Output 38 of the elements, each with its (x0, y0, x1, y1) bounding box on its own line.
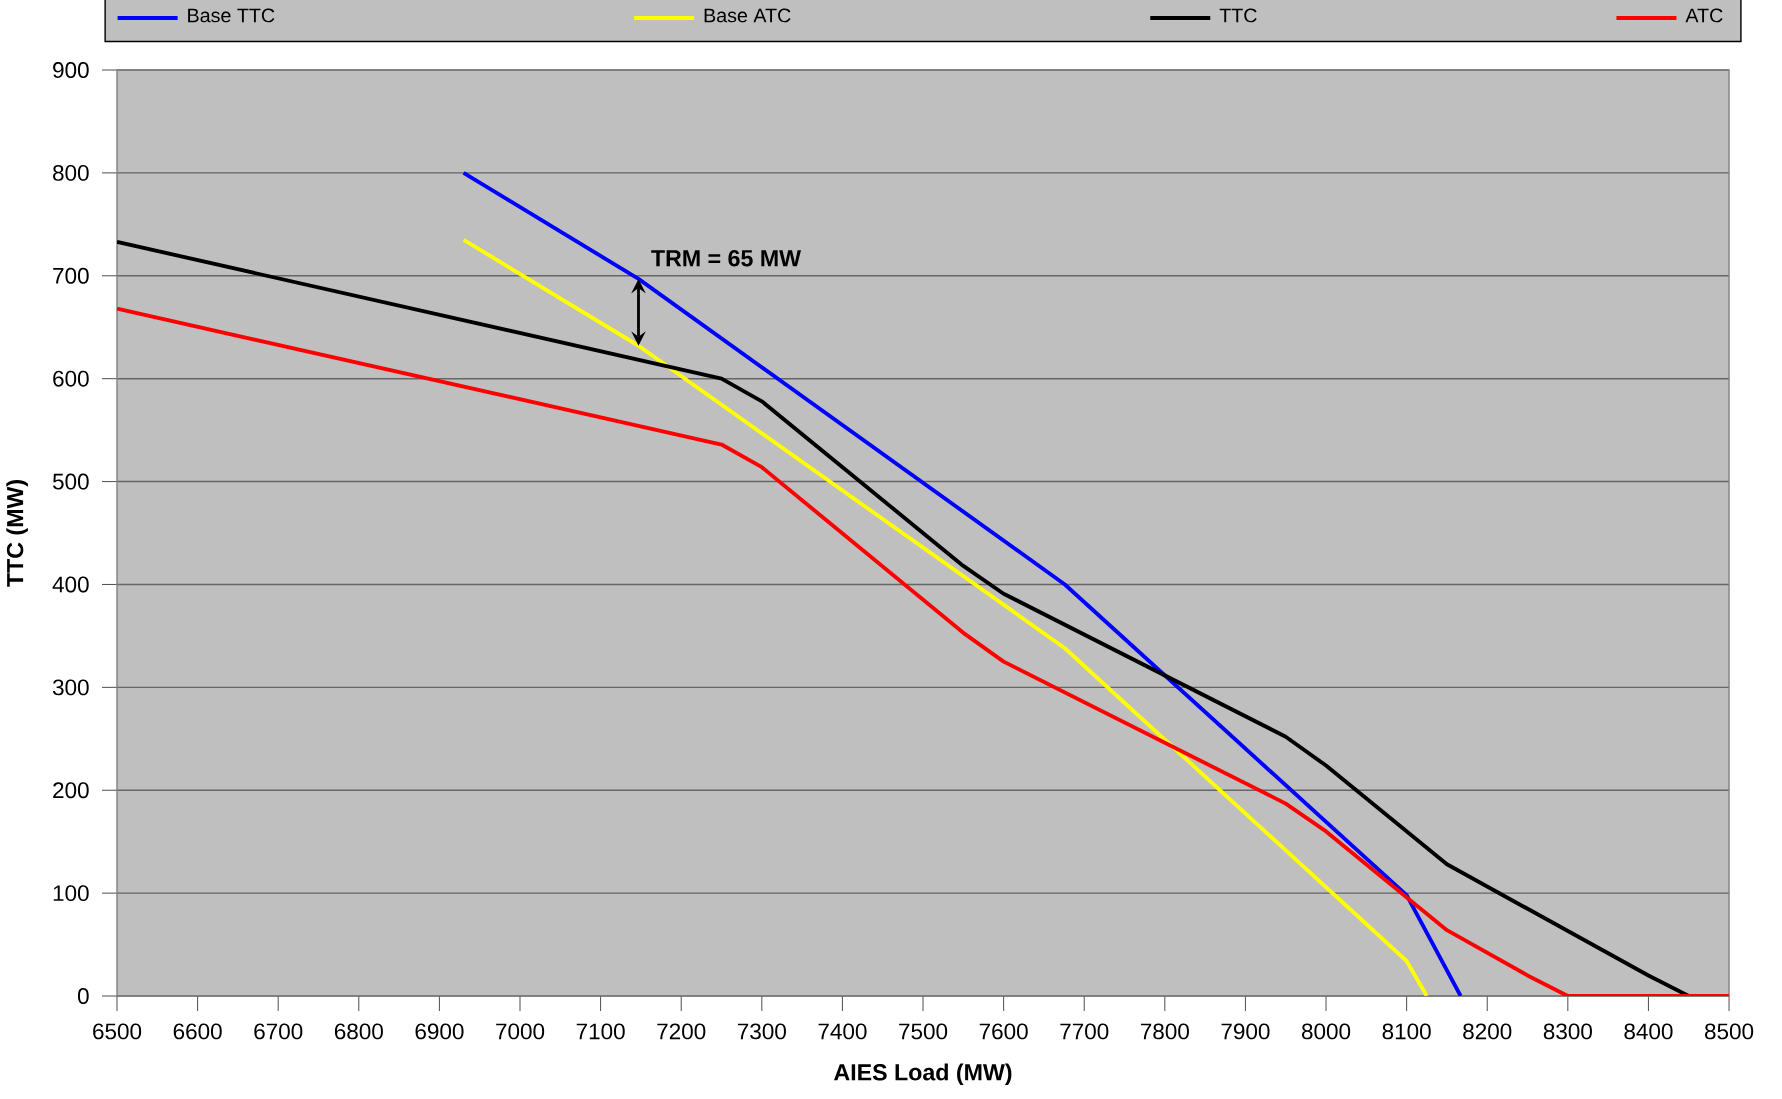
y-tick-label: 900 (53, 62, 89, 78)
x-tick-label: 6600 (173, 1023, 222, 1040)
x-axis-title: AIES Load (MW) (834, 1063, 1012, 1086)
y-axis-title: TTC (MW) (6, 480, 28, 587)
x-tick-label: 7500 (899, 1023, 948, 1040)
y-tick-label: 400 (52, 576, 89, 593)
y-tick-label: 600 (53, 370, 89, 387)
x-tick-label: 8400 (1624, 1023, 1673, 1040)
y-tick-label: 700 (53, 267, 89, 284)
x-tick-label: 8000 (1302, 1023, 1351, 1040)
x-tick-label: 6800 (334, 1023, 383, 1040)
x-tick-label: 6500 (93, 1023, 142, 1040)
y-tick-label: 500 (52, 473, 89, 490)
x-tick-label: 6900 (415, 1023, 464, 1040)
legend-label: Base TTC (188, 8, 275, 23)
x-tick-label: 8500 (1705, 1023, 1754, 1040)
x-tick-label: 7600 (979, 1023, 1028, 1040)
y-tick-label: 800 (53, 164, 89, 181)
x-tick-label: 7100 (576, 1023, 625, 1040)
x-tick-label: 7900 (1221, 1023, 1270, 1040)
x-tick-label: 7800 (1140, 1023, 1189, 1040)
x-tick-label: 7200 (657, 1023, 706, 1040)
legend-label: Base ATC (704, 8, 791, 23)
y-tick-label: 100 (53, 885, 89, 902)
x-tick-label: 8100 (1382, 1023, 1431, 1040)
annotation: TRM = 65 MW (651, 250, 802, 267)
x-tick-label: 7400 (818, 1023, 867, 1040)
x-tick-label: 7000 (496, 1023, 545, 1040)
y-tick-label: 200 (53, 782, 89, 799)
legend-label: TTC (1219, 8, 1257, 23)
x-tick-label: 7700 (1060, 1023, 1109, 1040)
x-tick-label: 6700 (254, 1023, 303, 1040)
x-tick-label: 8200 (1463, 1023, 1512, 1040)
x-tick-label: 8300 (1543, 1023, 1592, 1040)
legend-label: ATC (1685, 8, 1723, 23)
y-tick-label: 0 (77, 988, 89, 1004)
x-tick-label: 7300 (737, 1023, 786, 1040)
y-tick-label: 300 (52, 679, 89, 696)
